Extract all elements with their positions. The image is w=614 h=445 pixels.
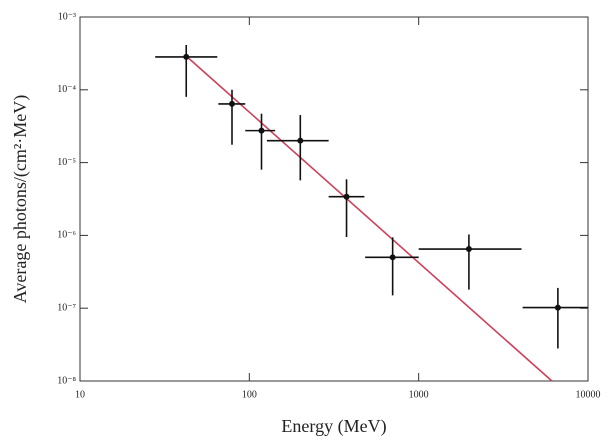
y-tick-label: 10⁻⁷ [57,302,76,313]
fit-line [185,55,553,382]
y-tick-label: 10⁻⁶ [57,230,76,241]
data-point [297,137,304,144]
data-point [228,100,235,107]
x-tick-label: 10000 [576,389,601,400]
x-axis-title: Energy (MeV) [281,416,386,437]
plot-frame [79,16,589,382]
data-point [183,53,190,60]
data-point [554,304,561,311]
x-tick-label: 1000 [409,389,429,400]
y-tick-label: 10⁻⁸ [57,375,76,386]
data-point [258,127,265,134]
x-tick-label: 10 [75,389,85,400]
y-axis-title: Average photons/(cm²·MeV) [10,95,31,304]
data-point [465,246,472,253]
y-tick-label: 10⁻³ [58,11,76,22]
y-tick-label: 10⁻⁴ [57,84,76,95]
data-point [343,193,350,200]
x-tick-label: 100 [242,389,257,400]
data-point [389,254,396,261]
y-tick-label: 10⁻⁵ [57,157,76,168]
